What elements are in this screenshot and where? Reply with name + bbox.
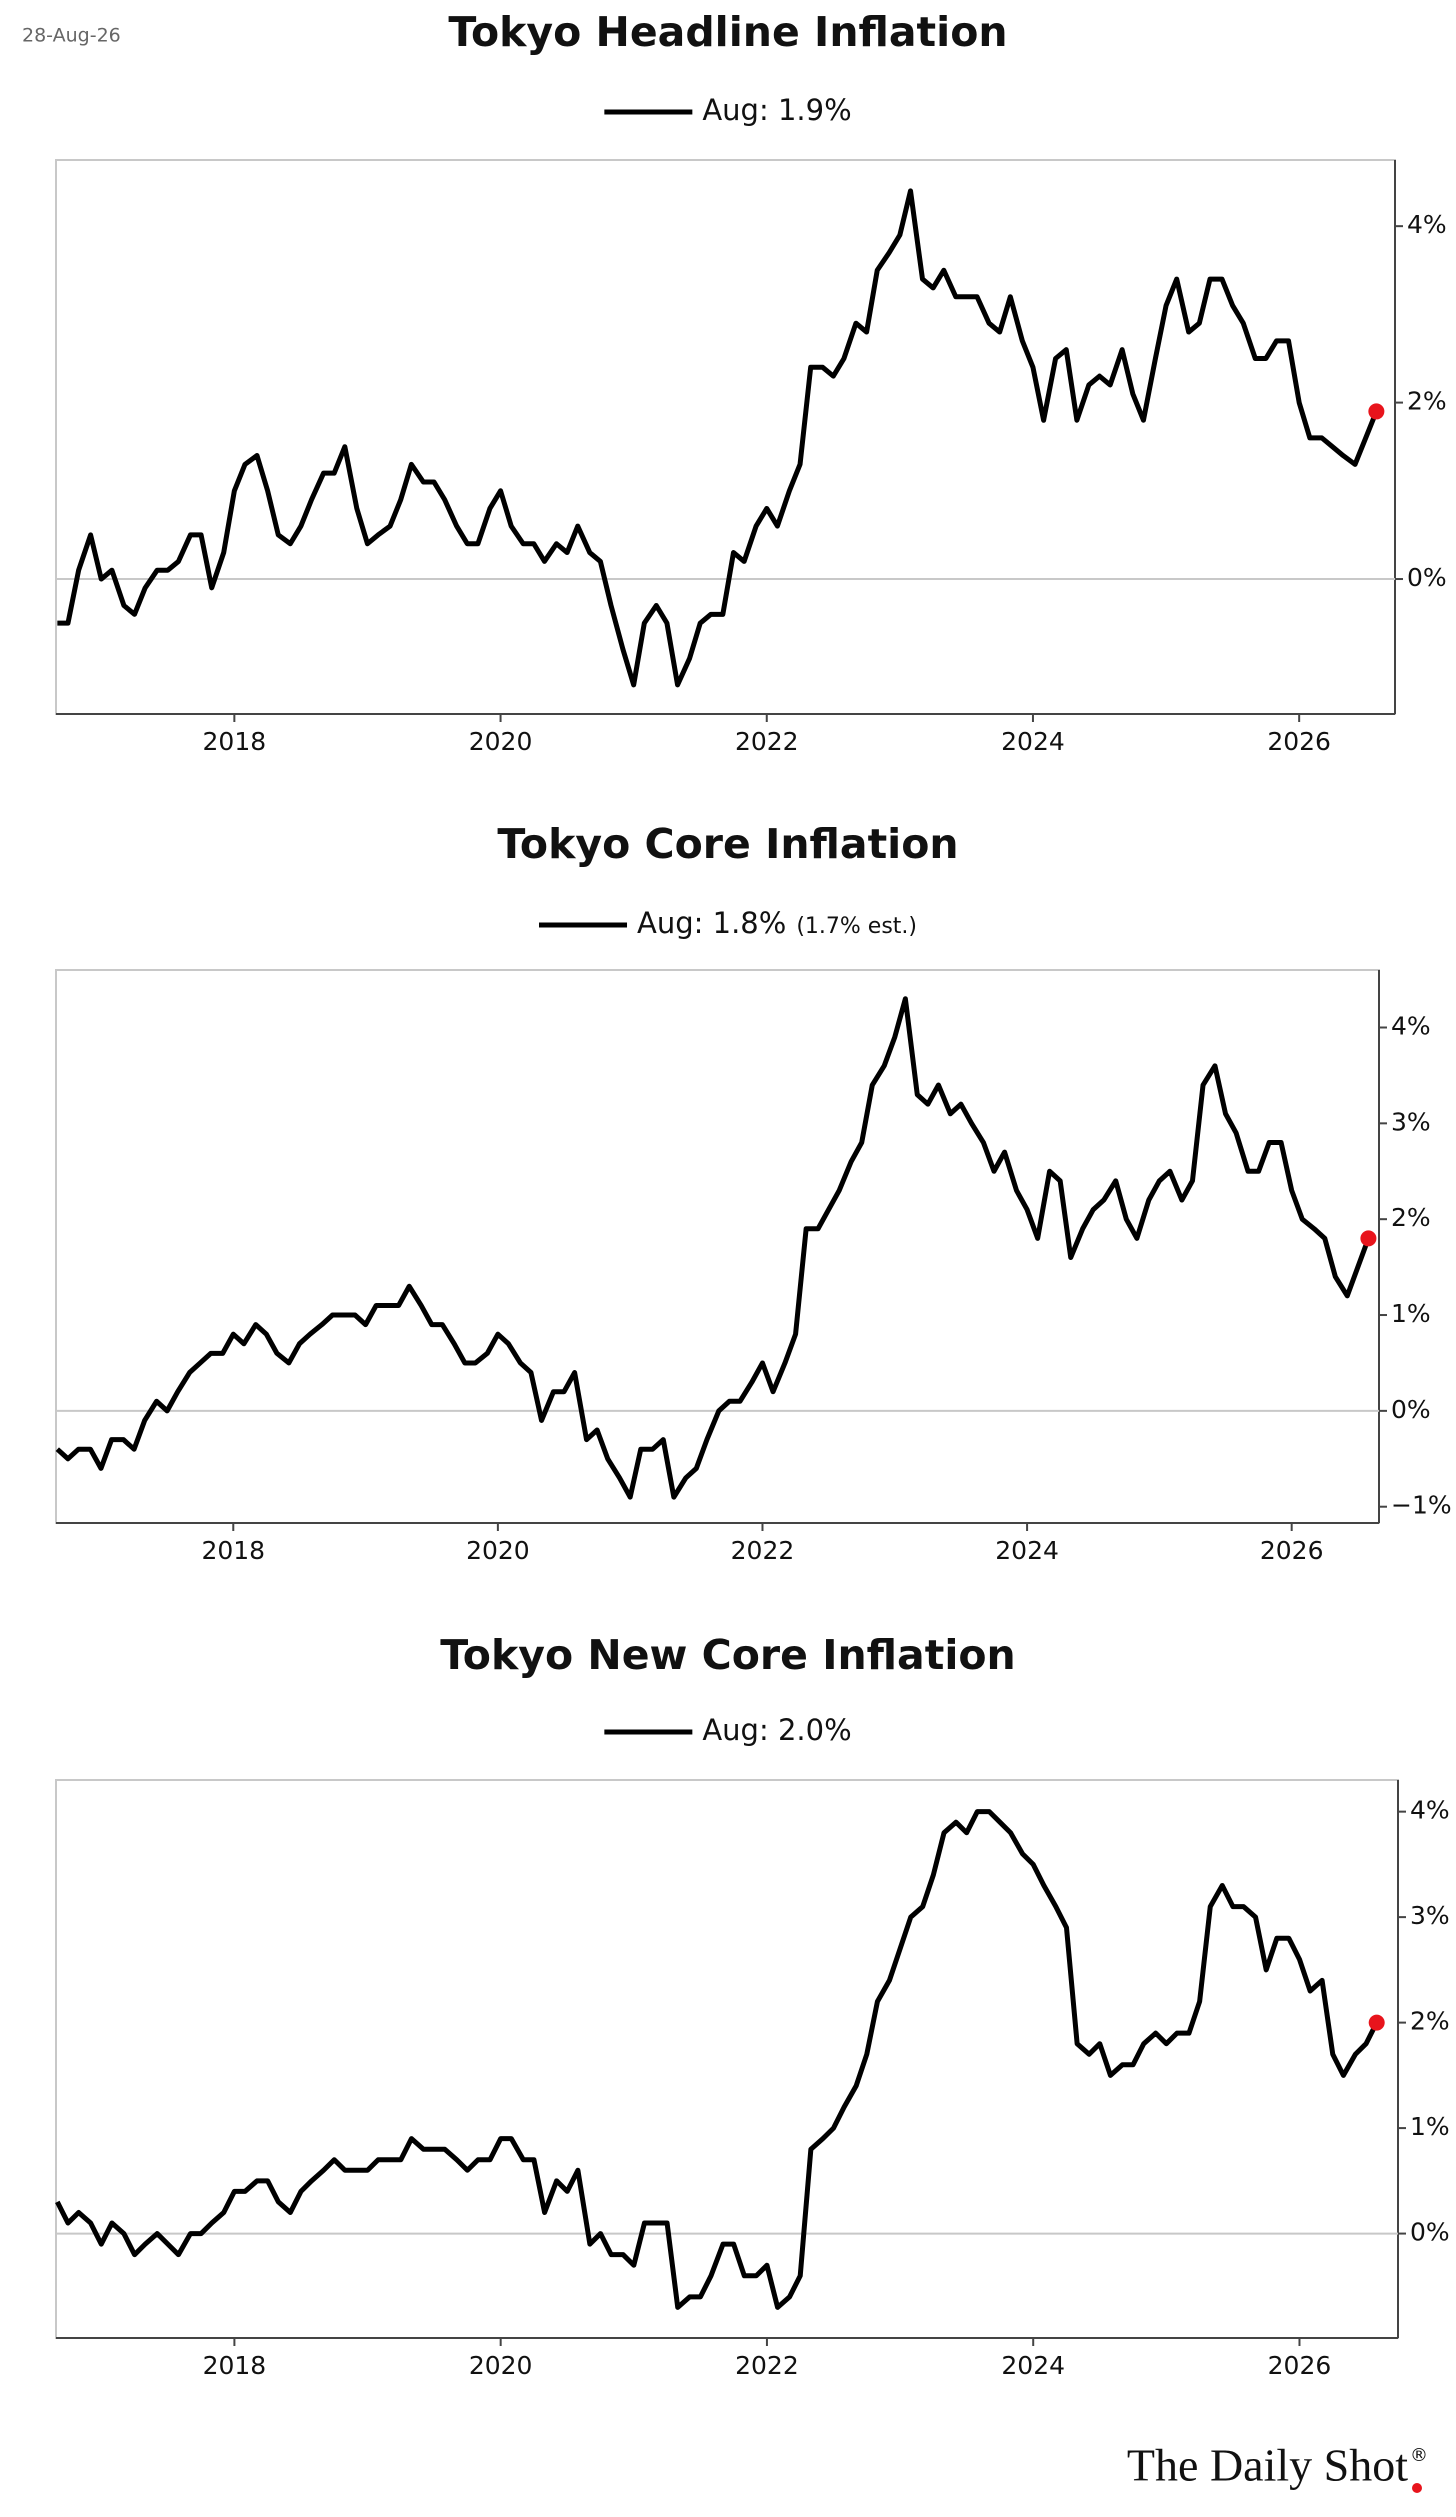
y-tick-label: 4%	[1407, 210, 1447, 239]
plot-frame	[55, 159, 1396, 715]
y-tick-label: 0%	[1407, 563, 1447, 592]
x-tick-label: 2026	[1268, 2351, 1332, 2380]
last-point	[1368, 403, 1385, 420]
x-tick-label: 2026	[1260, 1536, 1324, 1565]
y-tick-label: 1%	[1410, 2112, 1450, 2141]
chart-title: Tokyo New Core Inflation	[440, 1631, 1015, 1679]
y-tick-label: 4%	[1410, 1796, 1450, 1825]
chart-title: Tokyo Headline Inflation	[448, 8, 1007, 56]
y-tick-label: 2%	[1407, 387, 1447, 416]
x-tick-label: 2026	[1267, 727, 1331, 756]
y-tick-label: 0%	[1410, 2218, 1450, 2247]
source-logo: The Daily Shot	[1127, 2440, 1408, 2491]
x-tick-label: 2022	[735, 2351, 799, 2380]
x-tick-label: 2020	[469, 2351, 533, 2380]
y-tick-label: 1%	[1391, 1299, 1431, 1328]
x-tick-label: 2024	[1001, 727, 1065, 756]
y-tick-label: 3%	[1391, 1107, 1431, 1136]
y-tick-label: 2%	[1391, 1203, 1431, 1232]
x-tick-label: 2024	[995, 1536, 1059, 1565]
plot-frame	[55, 969, 1380, 1524]
date: 28-Aug-26	[22, 25, 121, 47]
x-tick-label: 2022	[731, 1536, 795, 1565]
x-tick-label: 2024	[1001, 2351, 1065, 2380]
x-tick-label: 2020	[469, 727, 533, 756]
x-tick-label: 2020	[466, 1536, 530, 1565]
legend-label: Aug: 2.0%	[702, 1713, 851, 1747]
line-series	[55, 996, 1371, 1500]
last-point	[1360, 1230, 1377, 1247]
y-tick-label: 2%	[1410, 2007, 1450, 2036]
line-series	[55, 1809, 1379, 2310]
y-tick-label: 3%	[1410, 1901, 1450, 1930]
legend-label: Aug: 1.9%	[702, 93, 851, 127]
y-tick-label: 4%	[1391, 1012, 1431, 1041]
line-series	[57, 188, 1379, 688]
x-tick-label: 2018	[201, 1536, 265, 1565]
source-mark: ®	[1410, 2445, 1428, 2466]
last-point	[1368, 2014, 1385, 2031]
y-tick-label: −1%	[1391, 1491, 1452, 1520]
legend-note: (1.7% est.)	[796, 914, 917, 939]
plot-frame	[55, 1779, 1399, 2339]
logo-dot	[1412, 2483, 1422, 2493]
chart-title: Tokyo Core Inflation	[497, 820, 958, 868]
y-tick-label: 0%	[1391, 1395, 1431, 1424]
x-tick-label: 2018	[203, 727, 267, 756]
x-tick-label: 2022	[735, 727, 799, 756]
legend-label: Aug: 1.8%	[637, 906, 786, 940]
x-tick-label: 2018	[203, 2351, 267, 2380]
